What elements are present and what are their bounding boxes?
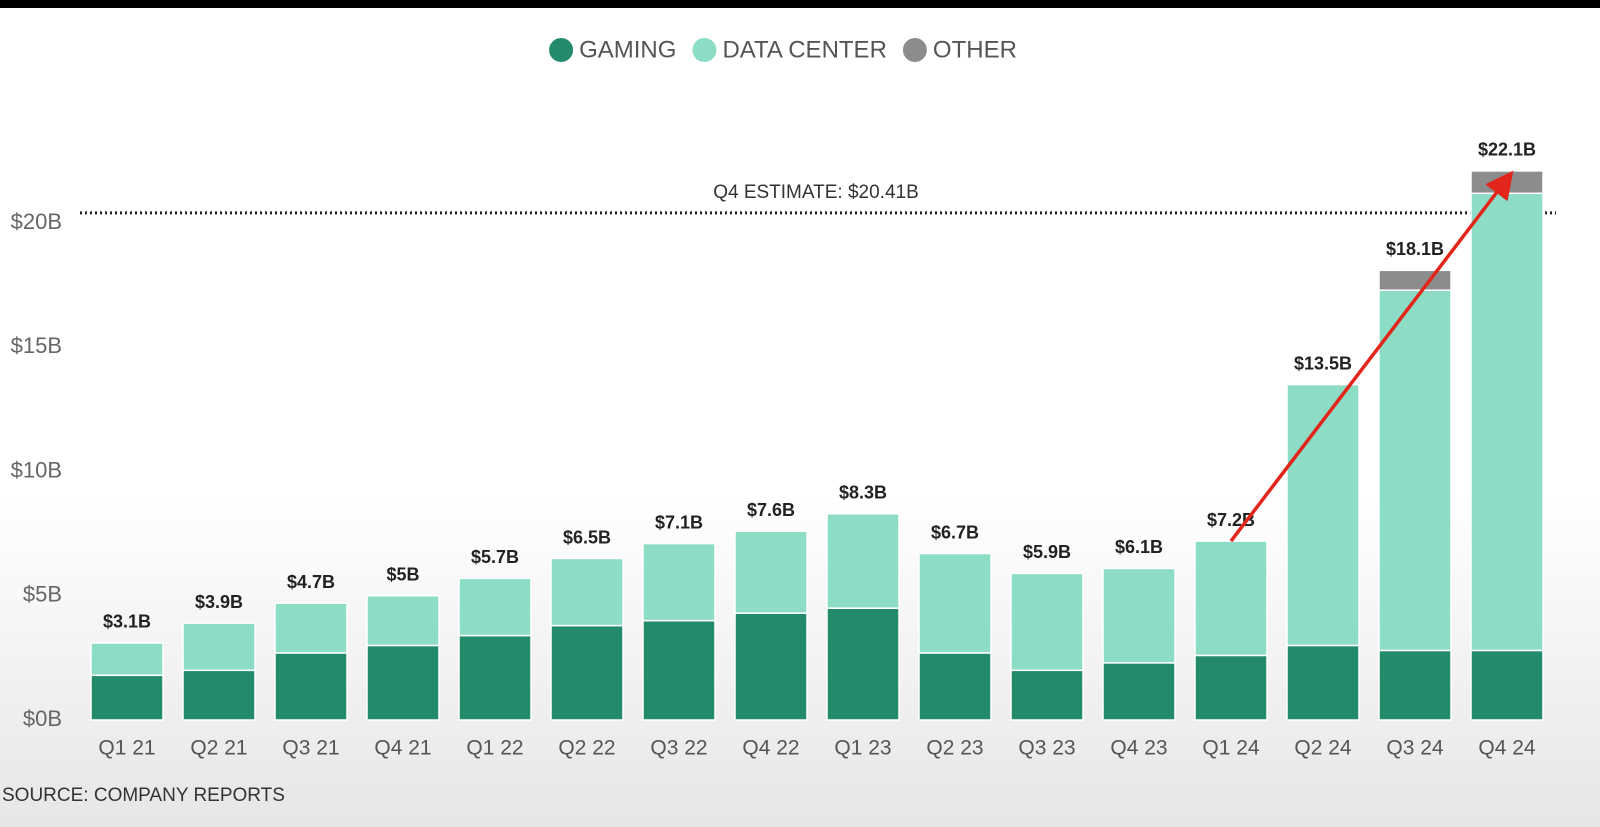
bar-segment (1470, 170, 1544, 195)
x-tick-label: Q3 23 (1018, 737, 1075, 760)
x-tick-label: Q3 22 (650, 737, 707, 760)
bar-segment (1010, 669, 1084, 721)
x-tick-label: Q2 21 (190, 737, 247, 760)
bar-segment (550, 624, 624, 721)
y-tick-label: $0B (23, 706, 62, 731)
x-tick-label: Q3 24 (1386, 737, 1444, 760)
legend-marker (902, 38, 927, 62)
total-label: $4.7B (287, 572, 335, 592)
reference-label: Q4 ESTIMATE: $20.41B (713, 182, 919, 203)
top-band (0, 0, 1600, 8)
bar-segment (826, 513, 900, 609)
bar-segment (918, 552, 992, 654)
total-label: $8.3B (839, 483, 887, 503)
bar-segment (1194, 654, 1268, 721)
y-tick-label: $5B (23, 582, 62, 607)
bar-segment (182, 669, 256, 721)
y-tick-label: $15B (11, 333, 62, 358)
total-label: $13.5B (1294, 353, 1352, 373)
bar-segment (1286, 383, 1360, 647)
legend-label: GAMING (579, 36, 676, 63)
bar-segment (182, 622, 256, 672)
total-label: $3.9B (195, 592, 243, 612)
total-label: $7.6B (747, 500, 795, 520)
total-label: $6.5B (563, 527, 611, 547)
bar-segment (366, 595, 440, 647)
total-label: $6.7B (931, 522, 979, 542)
bar-segment (1102, 567, 1176, 664)
legend-label: DATA CENTER (722, 36, 886, 63)
bar-segment (550, 557, 624, 627)
legend-marker (692, 38, 717, 62)
bar-segment (90, 674, 164, 721)
bar-segment (366, 644, 440, 721)
bar-segment (826, 607, 900, 721)
source-note: SOURCE: COMPANY REPORTS (2, 785, 285, 806)
x-tick-label: Q1 22 (466, 737, 523, 760)
bar-segment (1378, 269, 1452, 291)
total-label: $3.1B (103, 612, 151, 632)
total-label: $5.9B (1023, 542, 1071, 562)
total-label: $6.1B (1115, 537, 1163, 557)
total-label: $5B (386, 565, 419, 585)
bar-segment (1286, 644, 1360, 721)
bar-segment (918, 652, 992, 721)
bar-segment (458, 577, 532, 637)
y-tick-label: $10B (11, 457, 62, 482)
x-tick-label: Q4 23 (1110, 737, 1167, 760)
x-tick-label: Q1 21 (98, 737, 155, 760)
bar-segment (642, 619, 716, 721)
bar-segment (734, 530, 808, 614)
legend-label: OTHER (933, 36, 1017, 63)
bar-segment (1378, 649, 1452, 721)
bar-segment (274, 652, 348, 721)
total-label: $7.1B (655, 512, 703, 532)
x-tick-label: Q1 24 (1202, 737, 1260, 760)
annotation-arrow (1229, 170, 1514, 543)
x-tick-label: Q2 22 (558, 737, 615, 760)
total-label: $22.1B (1478, 140, 1536, 160)
bar-segment (1194, 540, 1268, 657)
bar-segment (1010, 572, 1084, 672)
x-tick-label: Q4 22 (742, 737, 799, 760)
legend-marker (549, 38, 574, 62)
bar-segment (734, 612, 808, 721)
bar-segment (1378, 289, 1452, 652)
x-tick-label: Q2 23 (926, 737, 983, 760)
bar-segment (1470, 192, 1544, 652)
x-tick-label: Q2 24 (1294, 737, 1352, 760)
bar-segment (274, 602, 348, 654)
bar-segment (1102, 662, 1176, 721)
bar-segment (90, 642, 164, 677)
bar-segment (1470, 649, 1544, 721)
total-label: $18.1B (1386, 239, 1444, 259)
bar-segment (642, 542, 716, 622)
x-tick-label: Q4 21 (374, 737, 431, 760)
total-label: $5.7B (471, 547, 519, 567)
bar-segment (458, 634, 532, 721)
x-tick-label: Q4 24 (1478, 737, 1536, 760)
x-tick-label: Q1 23 (834, 737, 891, 760)
y-tick-label: $20B (11, 209, 62, 234)
x-tick-label: Q3 21 (282, 737, 339, 760)
